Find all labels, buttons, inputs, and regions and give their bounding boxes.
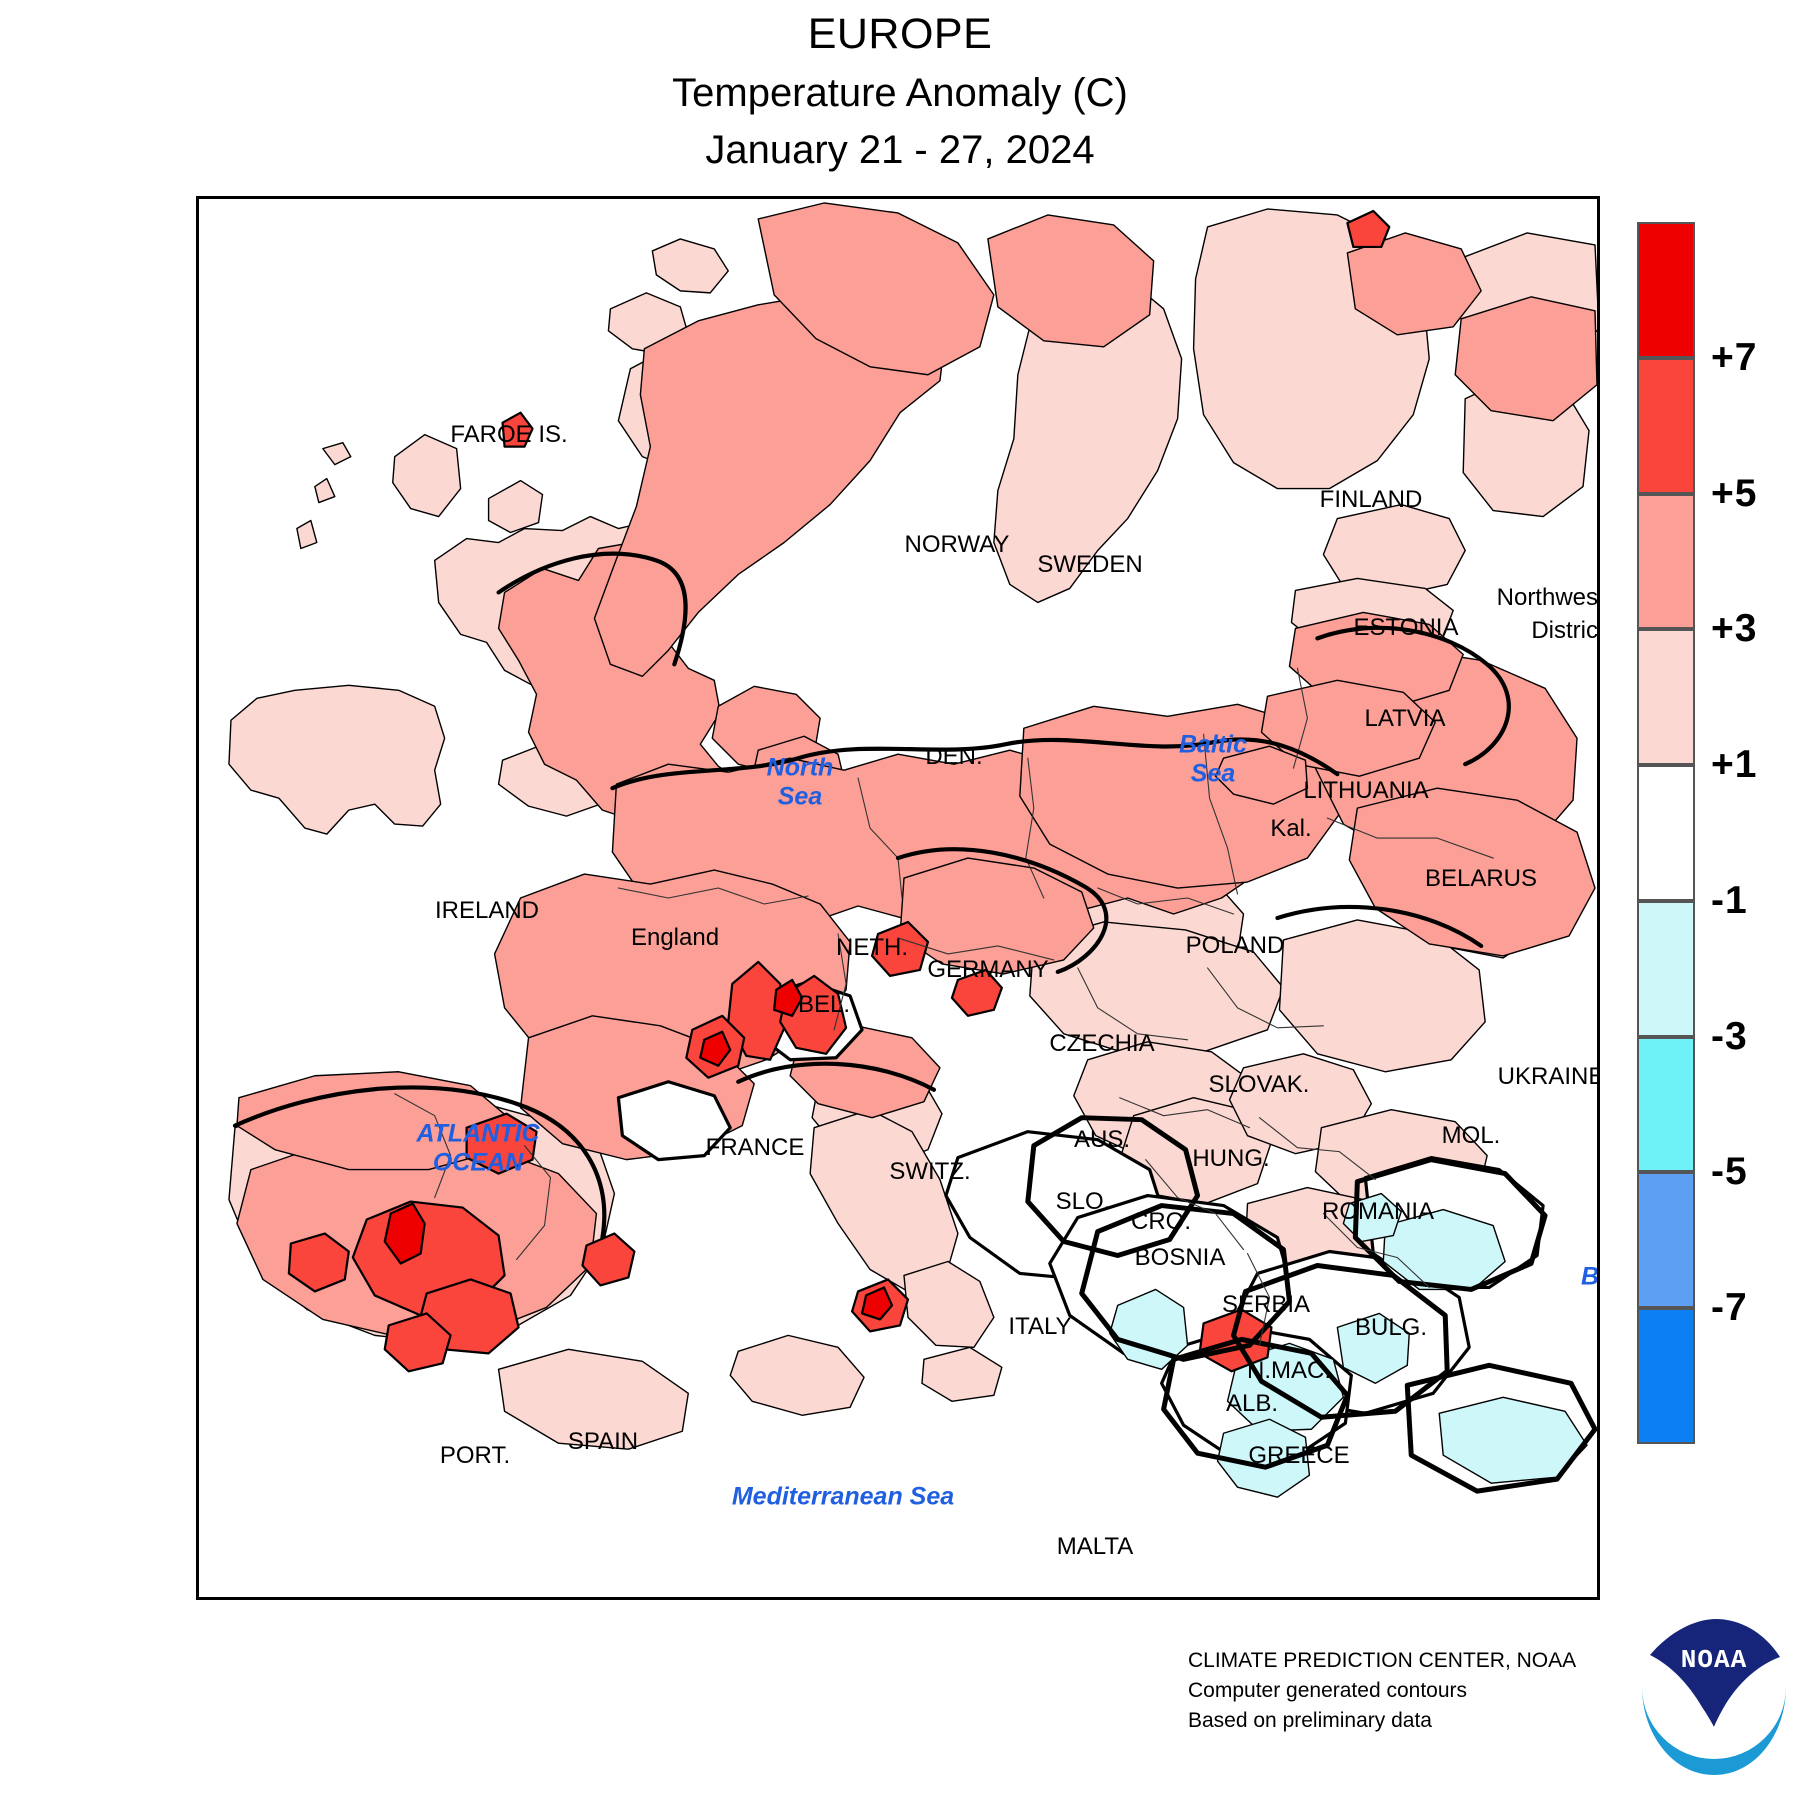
map-label: GERMANY — [927, 956, 1049, 983]
map-label: NETH. — [836, 934, 908, 961]
map-label: CRO. — [1131, 1208, 1191, 1235]
map-plot-area: FAROE IS. NORWAY SWEDEN FINLAND ESTONIA LATVI… — [196, 196, 1600, 1600]
map-label: District — [1531, 617, 1600, 644]
sea-label: Baltic Sea — [1178, 730, 1248, 787]
map-label: ESTONIA — [1353, 614, 1459, 641]
colorbar-cell — [1637, 629, 1695, 766]
map-label: ITALY — [1008, 1313, 1072, 1340]
title-period: January 21 - 27, 2024 — [705, 128, 1095, 172]
colorbar-cell — [1637, 900, 1695, 1037]
map-label: CZECHIA — [1049, 1030, 1155, 1057]
map-label: AUS. — [1073, 1126, 1131, 1153]
map-label: LATVIA — [1364, 705, 1446, 732]
colorbar-tick-label: -3 — [1711, 1014, 1748, 1058]
map-label: Northwestern — [1496, 584, 1599, 611]
map-label: ROMANIA — [1321, 1198, 1435, 1225]
map-label: SERBIA — [1221, 1291, 1311, 1318]
map-label: FAROE IS. — [450, 421, 568, 448]
map-label: LITHUANIA — [1303, 777, 1429, 804]
map-label: SLO. — [1055, 1188, 1111, 1215]
colorbar-tick-label: +1 — [1711, 743, 1758, 787]
colorbar-tick-label: +3 — [1711, 607, 1758, 651]
map-label: SWEDEN — [1037, 551, 1143, 578]
noaa-bird-shape — [1650, 1619, 1780, 1727]
map-label: England — [630, 924, 720, 951]
map-label: HUNG. — [1192, 1145, 1270, 1172]
map-label: DEN. — [925, 743, 983, 770]
map-label: NORWAY — [904, 531, 1010, 558]
colorbar-tick-label: +5 — [1711, 471, 1758, 515]
colorbar-cell — [1637, 493, 1695, 630]
colorbar-cell — [1637, 765, 1695, 901]
map-label: BOSNIA — [1134, 1244, 1226, 1271]
colorbar-tick-label: -7 — [1711, 1286, 1748, 1330]
europe-anomaly-map — [228, 202, 1597, 1498]
colorbar: +7 +5 +3 +1 -1 -3 -5 -7 — [1637, 222, 1756, 1444]
map-label: ALB. — [1225, 1390, 1279, 1417]
sea-label: B — [1580, 1262, 1600, 1291]
map-label: FRANCE — [705, 1134, 805, 1161]
title-variable: Temperature Anomaly (C) — [672, 71, 1128, 115]
colorbar-tick-label: +7 — [1711, 335, 1758, 379]
map-label: FINLAND — [1319, 486, 1423, 513]
map-label: MOL. — [1441, 1122, 1501, 1149]
colorbar-tick-label: -5 — [1711, 1150, 1748, 1194]
sea-label: Mediterranean Sea — [731, 1482, 955, 1511]
map-label: POLAND — [1185, 932, 1285, 959]
map-label: Kal. — [1270, 815, 1312, 842]
map-label: MALTA — [1056, 1533, 1134, 1560]
noaa-bird-highlight — [1644, 1677, 1784, 1739]
map-label: SPAIN — [567, 1428, 639, 1455]
map-label: BULG. — [1354, 1314, 1428, 1341]
colorbar-cell — [1637, 1172, 1695, 1309]
credit-line-3: Based on preliminary data — [1188, 1708, 1432, 1732]
map-label: UKRAINE — [1497, 1063, 1600, 1090]
colorbar-tick-label: -1 — [1711, 878, 1748, 922]
credits-block: CLIMATE PREDICTION CENTER, NOAA Computer… — [1188, 1646, 1576, 1735]
colorbar-cell — [1637, 222, 1695, 358]
sea-label: ATLANTIC OCEAN — [416, 1119, 540, 1176]
title-region: EUROPE — [807, 10, 993, 58]
credit-line-2: Computer generated contours — [1188, 1678, 1467, 1702]
colorbar-cell — [1637, 357, 1695, 494]
map-label: GREECE — [1248, 1442, 1350, 1469]
sea-label: North Sea — [766, 753, 834, 810]
map-label: PORT. — [439, 1442, 511, 1469]
colorbar-cell — [1637, 1308, 1695, 1444]
map-label: SWITZ. — [889, 1158, 971, 1185]
map-label: BEL. — [797, 991, 851, 1018]
chart-title-block: EUROPE Temperature Anomaly (C) January 2… — [0, 0, 1800, 173]
noaa-logo-svg: NOAA — [1642, 1619, 1786, 1775]
colorbar-cell — [1637, 1036, 1695, 1173]
map-label: SLOVAK. — [1208, 1071, 1310, 1098]
map-label: N.MAC. — [1247, 1357, 1331, 1384]
noaa-logo: NOAA — [1638, 1615, 1790, 1783]
map-label: IRELAND — [434, 897, 540, 924]
noaa-wave-shape — [1642, 1687, 1786, 1775]
noaa-logo-text: NOAA — [1681, 1645, 1747, 1675]
credit-line-1: CLIMATE PREDICTION CENTER, NOAA — [1188, 1649, 1577, 1672]
map-label: BELARUS — [1424, 865, 1538, 892]
